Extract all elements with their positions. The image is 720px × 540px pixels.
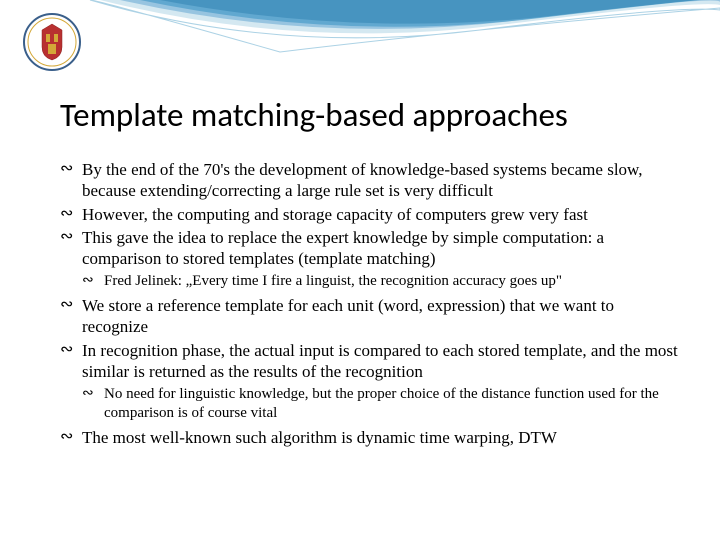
sub-bullet-item: No need for linguistic knowledge, but th… [82, 385, 680, 423]
bullet-item: The most well-known such algorithm is dy… [60, 427, 680, 448]
bullet-item: However, the computing and storage capac… [60, 204, 680, 225]
bullet-text: This gave the idea to replace the expert… [82, 228, 604, 268]
main-bullet-list: By the end of the 70's the development o… [60, 159, 680, 448]
sub-bullet-list: No need for linguistic knowledge, but th… [82, 385, 680, 423]
bullet-text: By the end of the 70's the development o… [82, 160, 642, 200]
sub-bullet-text: No need for linguistic knowledge, but th… [104, 386, 659, 421]
slide-content: Template matching-based approaches By th… [60, 95, 680, 450]
bullet-text: In recognition phase, the actual input i… [82, 341, 678, 381]
slide-title: Template matching-based approaches [60, 95, 680, 135]
bullet-item: We store a reference template for each u… [60, 295, 680, 338]
sub-bullet-text: Fred Jelinek: „Every time I fire a lingu… [104, 273, 562, 289]
sub-bullet-item: Fred Jelinek: „Every time I fire a lingu… [82, 272, 680, 291]
bullet-item: By the end of the 70's the development o… [60, 159, 680, 202]
university-crest-logo [22, 12, 82, 72]
bullet-text: The most well-known such algorithm is dy… [82, 428, 557, 447]
bullet-text: We store a reference template for each u… [82, 296, 614, 336]
wave-background [0, 0, 720, 90]
sub-bullet-list: Fred Jelinek: „Every time I fire a lingu… [82, 272, 680, 291]
bullet-item: This gave the idea to replace the expert… [60, 227, 680, 291]
bullet-item: In recognition phase, the actual input i… [60, 340, 680, 423]
bullet-text: However, the computing and storage capac… [82, 205, 588, 224]
